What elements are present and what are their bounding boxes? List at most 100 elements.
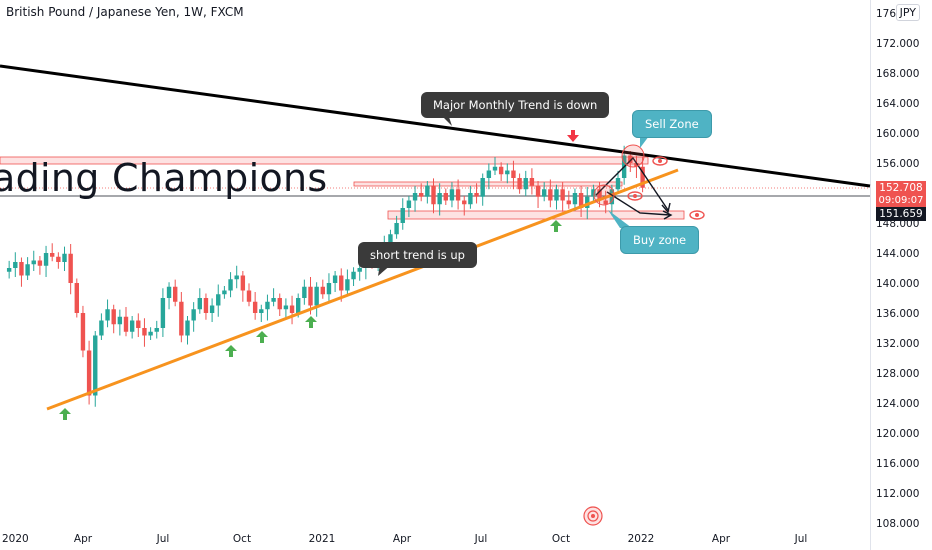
candle-body (444, 193, 448, 201)
candle-body (493, 167, 497, 171)
y-tick-label: 160.000 (876, 128, 919, 140)
candle-body (314, 287, 318, 306)
arrow-down-icon (567, 130, 579, 142)
candle-body (481, 178, 485, 197)
candle-body (167, 287, 171, 298)
candle-body (278, 298, 282, 309)
candle-body (554, 189, 558, 200)
arrow-up-icon (550, 220, 562, 232)
candle-body (524, 178, 528, 189)
candle-body (62, 254, 66, 262)
candle-body (93, 336, 97, 396)
candle-body (456, 189, 460, 200)
buy-zone-callout: Buy zone (620, 226, 699, 254)
sell-zone-marker (622, 145, 644, 167)
candle-body (437, 193, 441, 204)
y-tick-label: 172.000 (876, 38, 919, 50)
arrow-up-icon (256, 331, 268, 343)
x-tick-label: 2021 (309, 533, 336, 545)
x-axis-ticks: 2020 Apr Jul Oct 2021 Apr Jul Oct 2022 Apr Jul (2, 533, 807, 545)
candle-body (401, 208, 405, 223)
candle-body (56, 257, 60, 262)
currency-badge[interactable]: JPY (896, 4, 920, 21)
candle-body (616, 178, 620, 189)
candle-body (530, 178, 534, 186)
y-tick-label: 108.000 (876, 518, 919, 530)
x-tick-label: Jul (794, 533, 808, 545)
candle-body (511, 171, 515, 179)
candle-body (75, 283, 79, 313)
candle-body (118, 317, 122, 325)
candle-body (155, 328, 159, 332)
watermark-text: ading Champions (0, 156, 327, 200)
replay-icon[interactable] (584, 507, 602, 525)
candle-body (50, 253, 54, 257)
countdown-label: 09:09:07 (876, 195, 926, 207)
candle-body (198, 298, 202, 309)
x-tick-label: Apr (74, 533, 93, 545)
y-tick-label: 136.000 (876, 308, 919, 320)
x-tick-label: Jul (156, 533, 170, 545)
eye-icon[interactable] (690, 211, 704, 219)
candle-body (351, 272, 355, 280)
candle-body (474, 193, 478, 197)
candle-body (105, 309, 109, 320)
y-tick-label: 144.000 (876, 248, 919, 260)
x-tick-label: Apr (712, 533, 731, 545)
y-tick-label: 116.000 (876, 458, 919, 470)
candle-body (81, 313, 85, 351)
y-tick-label: 120.000 (876, 428, 919, 440)
candle-body (505, 171, 509, 175)
candle-body (290, 306, 294, 314)
candle-body (499, 167, 503, 175)
candle-body (185, 321, 189, 336)
candle-body (394, 223, 398, 234)
y-tick-label: 132.000 (876, 338, 919, 350)
x-tick-label: Apr (393, 533, 412, 545)
candle-body (191, 309, 195, 320)
candle-body (247, 291, 251, 302)
candle-body (462, 201, 466, 205)
candle-body (573, 193, 577, 204)
chart-canvas: 108.000112.000116.000120.000124.000128.0… (0, 0, 932, 550)
candle-body (308, 287, 312, 306)
y-tick-label: 112.000 (876, 488, 919, 500)
candle-body (259, 309, 263, 313)
short-trend-callout: short trend is up (358, 242, 477, 268)
candle-body (339, 276, 343, 291)
candle-body (358, 268, 362, 272)
short-trendline[interactable] (47, 170, 678, 409)
y-tick-label: 124.000 (876, 398, 919, 410)
candle-body (7, 268, 11, 272)
candle-body (253, 302, 257, 313)
y-axis-ticks: 108.000112.000116.000120.000124.000128.0… (876, 8, 919, 530)
candle-body (44, 253, 48, 266)
arrow-up-icon (59, 408, 71, 420)
candle-body (32, 261, 36, 265)
candle-body (468, 193, 472, 204)
candle-body (536, 186, 540, 197)
candle-body (38, 261, 42, 266)
candle-body (241, 276, 245, 291)
candle-body (302, 287, 306, 298)
candle-body (204, 298, 208, 313)
candle-body (567, 201, 571, 205)
y-tick-label: 156.000 (876, 158, 919, 170)
candle-body (235, 276, 239, 280)
candle-body (124, 317, 128, 332)
candle-body (542, 189, 546, 197)
candle-body (130, 321, 134, 332)
candle-body (13, 262, 17, 268)
candle-body (68, 254, 72, 283)
candle-body (450, 189, 454, 200)
candle-body (216, 294, 220, 305)
y-tick-label: 168.000 (876, 68, 919, 80)
candle-body (25, 264, 29, 275)
candle-body (548, 189, 552, 200)
major-trend-callout: Major Monthly Trend is down (421, 92, 609, 118)
candle-body (419, 193, 423, 197)
candle-body (321, 287, 325, 295)
line-price-label: 151.659 (876, 207, 926, 221)
candle-body (487, 171, 491, 179)
x-tick-label: Oct (233, 533, 251, 545)
